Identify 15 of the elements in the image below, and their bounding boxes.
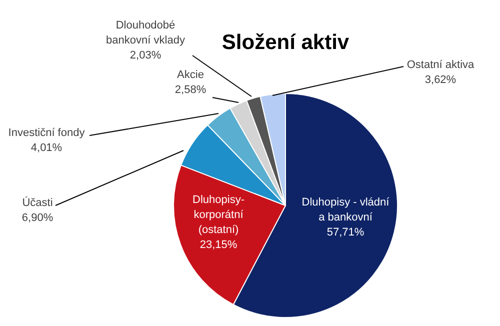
data-label: 23,15%: [200, 239, 238, 251]
slice-label: Akcie: [177, 69, 204, 81]
data-label: 2,58%: [174, 84, 206, 96]
data-label: 2,03%: [130, 50, 162, 62]
data-label: 6,90%: [22, 212, 54, 224]
slice-label: Dlouhodobé bankovní vklady: [106, 20, 186, 46]
slice-label: Účasti: [22, 196, 53, 209]
data-label: 3,62%: [424, 74, 456, 86]
data-label: 57,71%: [326, 226, 364, 238]
slice-label: Investiční fondy: [8, 127, 86, 139]
text: Složení aktiv: [222, 31, 350, 54]
slice-label: Dluhopisy - vládní a bankovní: [302, 196, 390, 224]
slice-label: Dluhopisy- korporátní (ostatní): [192, 194, 245, 236]
slice-label: Ostatní aktiva: [406, 59, 476, 71]
data-label: 4,01%: [30, 142, 62, 154]
